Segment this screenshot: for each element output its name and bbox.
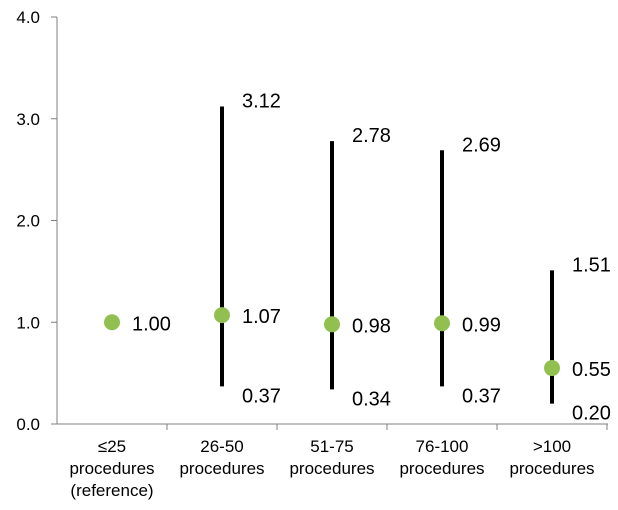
x-tick-label: 51-75 [310, 437, 353, 456]
estimate-label: 0.55 [572, 359, 611, 381]
x-tick-label: procedures [399, 459, 484, 478]
lower-bound-label: 0.37 [242, 385, 281, 407]
upper-bound-label: 1.51 [572, 254, 611, 276]
y-tick-label: 2.0 [16, 212, 40, 231]
y-axis: 0.0 1.0 2.0 3.0 4.0 [16, 8, 58, 434]
x-tick-label: 26-50 [200, 437, 243, 456]
y-tick-label: 1.0 [16, 313, 40, 332]
estimate-point [214, 307, 230, 324]
estimate-label: 1.00 [132, 313, 171, 335]
x-tick-label: procedures [179, 459, 264, 478]
x-tick-label: 76-100 [416, 437, 469, 456]
upper-bound-label: 2.78 [352, 125, 391, 147]
y-tick-label: 0.0 [16, 415, 40, 434]
lower-bound-label: 0.20 [572, 403, 611, 425]
estimate-point [544, 360, 560, 377]
estimate-label: 0.98 [352, 315, 391, 337]
upper-bound-label: 2.69 [462, 134, 501, 156]
estimate-point [434, 315, 450, 332]
estimate-label: 1.07 [242, 306, 281, 328]
estimate-point [324, 316, 340, 333]
lower-bound-label: 0.34 [352, 388, 391, 410]
estimate-label: 0.99 [462, 314, 501, 336]
estimates-series: 1.00 1.07 3.12 0.37 0.98 2.78 0.34 0.99 2.69 0.37… [104, 91, 611, 425]
lower-bound-label: 0.37 [462, 385, 501, 407]
estimate-point [104, 314, 120, 331]
upper-bound-label: 3.12 [242, 91, 281, 113]
y-tick-label: 3.0 [16, 110, 40, 129]
x-tick-label: >100 [533, 437, 571, 456]
x-tick-label: procedures [289, 459, 374, 478]
x-tick-label: (reference) [70, 481, 153, 500]
x-tick-label: procedures [509, 459, 594, 478]
y-tick-label: 4.0 [16, 8, 40, 27]
x-tick-label: ≤25 [98, 437, 126, 456]
x-axis: ≤25 procedures (reference) 26-50 procedures 5… [57, 423, 608, 500]
x-tick-label: procedures [69, 459, 154, 478]
